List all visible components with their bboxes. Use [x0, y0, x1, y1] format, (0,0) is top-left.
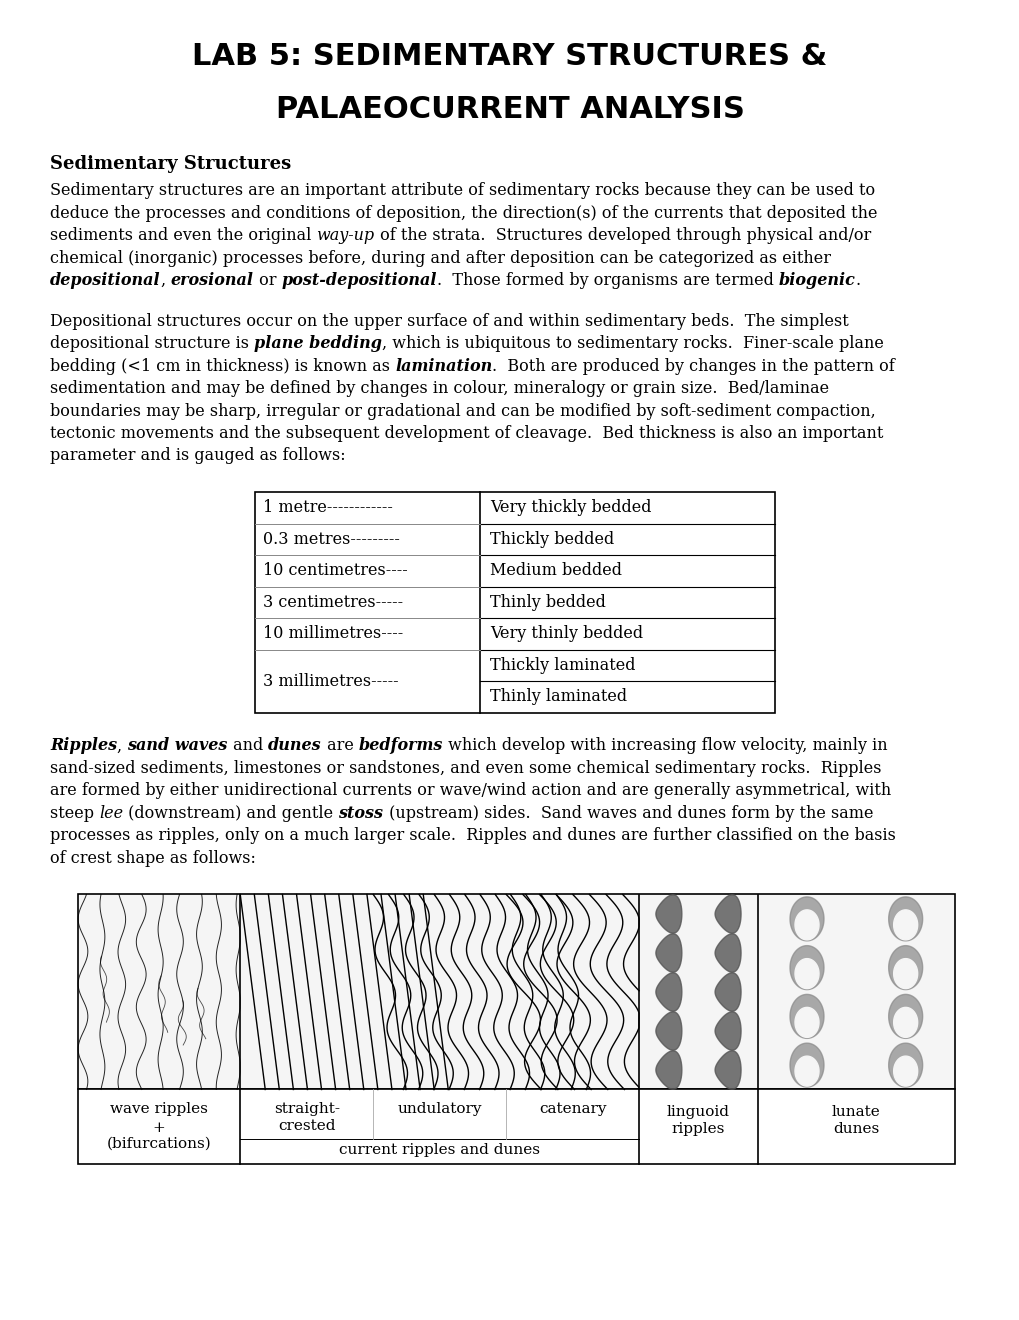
Text: are formed by either unidirectional currents or wave/wind action and are general: are formed by either unidirectional curr… [50, 783, 891, 800]
Text: depositional: depositional [50, 272, 160, 289]
Text: crested: crested [278, 1119, 335, 1134]
Text: stoss: stoss [338, 805, 383, 822]
Text: Depositional structures occur on the upper surface of and within sedimentary bed: Depositional structures occur on the upp… [50, 313, 848, 330]
Text: sand-sized sediments, limestones or sandstones, and even some chemical sedimenta: sand-sized sediments, limestones or sand… [50, 760, 880, 777]
Text: sedimentation and may be defined by changes in colour, mineralogy or grain size.: sedimentation and may be defined by chan… [50, 380, 828, 397]
Text: (upstream) sides.  Sand waves and dunes form by the same: (upstream) sides. Sand waves and dunes f… [383, 805, 872, 822]
Text: lamination: lamination [394, 358, 492, 375]
Polygon shape [794, 909, 818, 940]
Polygon shape [790, 945, 823, 990]
Polygon shape [893, 1056, 917, 1086]
Text: depositional structure is: depositional structure is [50, 335, 254, 352]
Polygon shape [790, 994, 823, 1039]
Text: are: are [321, 738, 359, 755]
Text: parameter and is gauged as follows:: parameter and is gauged as follows: [50, 447, 345, 465]
Text: +: + [153, 1121, 165, 1134]
Polygon shape [714, 973, 741, 1011]
Polygon shape [714, 895, 741, 933]
Text: PALAEOCURRENT ANALYSIS: PALAEOCURRENT ANALYSIS [275, 95, 744, 124]
Text: 1 metre------------: 1 metre------------ [263, 499, 392, 516]
Text: of the strata.  Structures developed through physical and/or: of the strata. Structures developed thro… [374, 227, 870, 244]
Text: (bifurcations): (bifurcations) [107, 1137, 211, 1151]
Text: .: . [855, 272, 860, 289]
Text: post-depositional: post-depositional [281, 272, 436, 289]
Text: Sedimentary structures are an important attribute of sedimentary rocks because t: Sedimentary structures are an important … [50, 182, 874, 199]
Polygon shape [655, 1051, 682, 1089]
Text: bedforms: bedforms [359, 738, 442, 755]
Polygon shape [714, 1051, 741, 1089]
Polygon shape [790, 1043, 823, 1088]
Text: Thickly laminated: Thickly laminated [489, 657, 635, 673]
Text: lee: lee [99, 805, 123, 822]
Text: dunes: dunes [833, 1122, 878, 1137]
Text: Thickly bedded: Thickly bedded [489, 531, 613, 548]
Text: .  Those formed by organisms are termed: . Those formed by organisms are termed [436, 272, 779, 289]
Text: wave ripples: wave ripples [110, 1102, 208, 1117]
Text: boundaries may be sharp, irregular or gradational and can be modified by soft-se: boundaries may be sharp, irregular or gr… [50, 403, 875, 420]
Text: 3 millimetres-----: 3 millimetres----- [263, 672, 398, 689]
Polygon shape [893, 909, 917, 940]
Polygon shape [655, 973, 682, 1011]
Polygon shape [714, 1011, 741, 1051]
Text: or: or [254, 272, 281, 289]
Text: ,: , [117, 738, 127, 755]
Text: ripples: ripples [672, 1122, 725, 1137]
Text: 3 centimetres-----: 3 centimetres----- [263, 594, 403, 611]
Text: Thinly bedded: Thinly bedded [489, 594, 605, 611]
Text: chemical (inorganic) processes before, during and after deposition can be catego: chemical (inorganic) processes before, d… [50, 249, 830, 267]
Polygon shape [794, 958, 818, 989]
Text: Sedimentary Structures: Sedimentary Structures [50, 154, 291, 173]
Text: way-up: way-up [316, 227, 374, 244]
Text: linguoid: linguoid [666, 1105, 730, 1119]
Text: (downstream) and gentle: (downstream) and gentle [123, 805, 338, 822]
Bar [77, 895, 954, 1089]
Text: sand waves: sand waves [127, 738, 227, 755]
Text: 0.3 metres---------: 0.3 metres--------- [263, 531, 399, 548]
Polygon shape [714, 933, 741, 973]
Text: erosional: erosional [171, 272, 254, 289]
Text: Medium bedded: Medium bedded [489, 562, 622, 579]
Text: sediments and even the original: sediments and even the original [50, 227, 316, 244]
Bar [77, 1089, 954, 1164]
Text: catenary: catenary [538, 1102, 606, 1117]
Text: dunes: dunes [268, 738, 321, 755]
Text: straight-: straight- [273, 1102, 339, 1117]
Text: Very thickly bedded: Very thickly bedded [489, 499, 651, 516]
Text: undulatory: undulatory [397, 1102, 482, 1117]
Text: .  Both are produced by changes in the pattern of: . Both are produced by changes in the pa… [492, 358, 895, 375]
Text: 10 millimetres----: 10 millimetres---- [263, 626, 403, 643]
Polygon shape [655, 933, 682, 973]
Text: Thinly laminated: Thinly laminated [489, 688, 627, 705]
Polygon shape [893, 958, 917, 989]
Text: Ripples: Ripples [50, 738, 117, 755]
Text: biogenic: biogenic [779, 272, 855, 289]
Text: and: and [227, 738, 268, 755]
Polygon shape [888, 994, 922, 1039]
Polygon shape [888, 945, 922, 990]
Text: 10 centimetres----: 10 centimetres---- [263, 562, 408, 579]
Polygon shape [893, 1007, 917, 1038]
Bar [255, 492, 774, 713]
Polygon shape [790, 896, 823, 941]
Text: , which is ubiquitous to sedimentary rocks.  Finer-scale plane: , which is ubiquitous to sedimentary roc… [382, 335, 883, 352]
Text: of crest shape as follows:: of crest shape as follows: [50, 850, 256, 867]
Text: current ripples and dunes: current ripples and dunes [339, 1143, 540, 1158]
Polygon shape [794, 1056, 818, 1086]
Polygon shape [888, 896, 922, 941]
Text: steep: steep [50, 805, 99, 822]
Text: processes as ripples, only on a much larger scale.  Ripples and dunes are furthe: processes as ripples, only on a much lar… [50, 828, 895, 845]
Text: LAB 5: SEDIMENTARY STRUCTURES &: LAB 5: SEDIMENTARY STRUCTURES & [193, 42, 826, 71]
Text: lunate: lunate [832, 1105, 879, 1119]
Text: deduce the processes and conditions of deposition, the direction(s) of the curre: deduce the processes and conditions of d… [50, 205, 876, 222]
Text: Very thinly bedded: Very thinly bedded [489, 626, 643, 643]
Polygon shape [655, 895, 682, 933]
Text: plane bedding: plane bedding [254, 335, 382, 352]
Polygon shape [888, 1043, 922, 1088]
Polygon shape [655, 1011, 682, 1051]
Text: bedding (<1 cm in thickness) is known as: bedding (<1 cm in thickness) is known as [50, 358, 394, 375]
Text: tectonic movements and the subsequent development of cleavage.  Bed thickness is: tectonic movements and the subsequent de… [50, 425, 882, 442]
Text: ,: , [160, 272, 171, 289]
Text: which develop with increasing flow velocity, mainly in: which develop with increasing flow veloc… [442, 738, 887, 755]
Polygon shape [794, 1007, 818, 1038]
